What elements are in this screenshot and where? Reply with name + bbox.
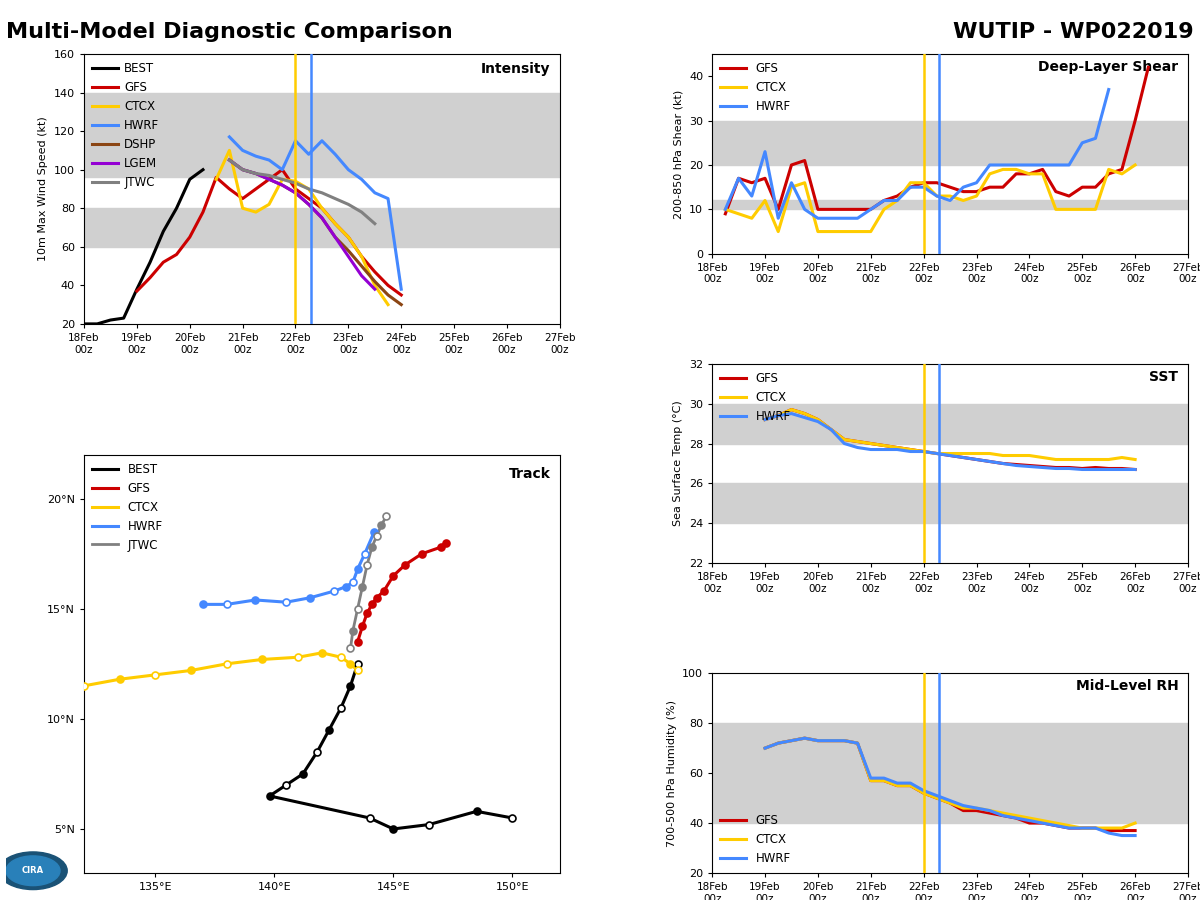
Bar bbox=[712, 483, 1188, 524]
Text: SST: SST bbox=[1150, 370, 1178, 383]
Legend: GFS, CTCX, HWRF: GFS, CTCX, HWRF bbox=[718, 370, 793, 425]
Y-axis label: 700-500 hPa Humidity (%): 700-500 hPa Humidity (%) bbox=[666, 699, 677, 847]
Text: CIRA: CIRA bbox=[22, 866, 44, 875]
Legend: BEST, GFS, CTCX, HWRF, DSHP, LGEM, JTWC: BEST, GFS, CTCX, HWRF, DSHP, LGEM, JTWC bbox=[90, 60, 162, 191]
Circle shape bbox=[6, 856, 60, 886]
Text: Mid-Level RH: Mid-Level RH bbox=[1075, 680, 1178, 693]
Text: Intensity: Intensity bbox=[481, 62, 551, 77]
Text: Multi-Model Diagnostic Comparison: Multi-Model Diagnostic Comparison bbox=[6, 22, 452, 42]
Bar bbox=[84, 93, 560, 177]
Y-axis label: Sea Surface Temp (°C): Sea Surface Temp (°C) bbox=[673, 400, 683, 526]
Text: WUTIP - WP022019: WUTIP - WP022019 bbox=[953, 22, 1194, 42]
Text: Deep-Layer Shear: Deep-Layer Shear bbox=[1038, 60, 1178, 74]
Text: Track: Track bbox=[509, 467, 551, 482]
Circle shape bbox=[0, 852, 67, 889]
Bar bbox=[712, 773, 1188, 824]
Bar bbox=[712, 724, 1188, 773]
Bar bbox=[84, 208, 560, 247]
Legend: GFS, CTCX, HWRF: GFS, CTCX, HWRF bbox=[718, 812, 793, 867]
Y-axis label: 200-850 hPa Shear (kt): 200-850 hPa Shear (kt) bbox=[673, 89, 684, 219]
Bar bbox=[712, 121, 1188, 165]
Legend: GFS, CTCX, HWRF: GFS, CTCX, HWRF bbox=[718, 60, 793, 115]
Y-axis label: 10m Max Wind Speed (kt): 10m Max Wind Speed (kt) bbox=[38, 117, 48, 261]
Legend: BEST, GFS, CTCX, HWRF, JTWC: BEST, GFS, CTCX, HWRF, JTWC bbox=[90, 461, 166, 554]
Bar bbox=[712, 201, 1188, 210]
Bar bbox=[712, 403, 1188, 444]
